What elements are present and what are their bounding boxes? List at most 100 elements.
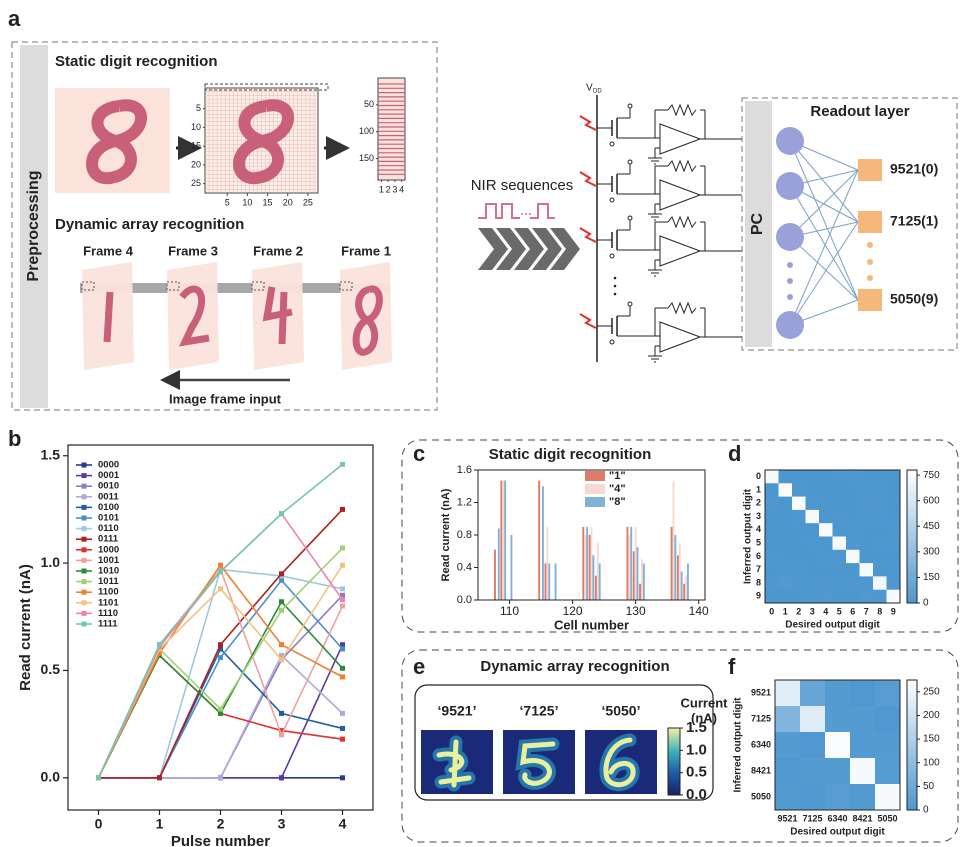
heatmap-cell xyxy=(859,536,874,551)
heatmap-cell xyxy=(846,589,860,604)
point xyxy=(340,775,345,781)
legend-marker xyxy=(81,557,87,563)
current-core xyxy=(436,739,472,788)
y-axis-label: Inferred output digit xyxy=(743,488,754,584)
terminal xyxy=(609,197,615,203)
plot-frame xyxy=(774,679,901,811)
point xyxy=(340,665,345,671)
heatmap-cell xyxy=(846,576,860,590)
heatmap-cell xyxy=(765,549,779,564)
panel-letter: e xyxy=(413,654,425,679)
connection xyxy=(789,169,859,326)
connection xyxy=(789,221,859,326)
point xyxy=(340,736,345,742)
x-tick-label: 2 xyxy=(217,816,225,832)
heatmap-cell xyxy=(792,483,806,497)
heatmap-cell xyxy=(805,523,820,537)
bar xyxy=(632,551,635,600)
heatmap-cell xyxy=(819,549,833,564)
legend-swatch xyxy=(585,471,605,481)
point xyxy=(340,597,345,603)
colorbar-tick-label: 250 xyxy=(923,686,940,697)
dot xyxy=(529,213,531,215)
heatmap-cell xyxy=(819,523,833,537)
heatmap-cell xyxy=(792,496,806,511)
heatmap-cell xyxy=(778,563,793,577)
light-bolt xyxy=(579,171,597,187)
heatmap-cell xyxy=(832,563,847,577)
bar xyxy=(586,526,589,600)
heatmap-cell xyxy=(792,523,806,537)
vdd-sub: DD xyxy=(593,89,602,95)
pulse-train xyxy=(478,203,555,219)
output-node xyxy=(858,211,882,233)
x-tick-label: 6340 xyxy=(827,813,847,823)
heatmap-cell xyxy=(819,536,833,551)
point xyxy=(279,607,284,613)
y-tick-label: 9 xyxy=(756,591,761,601)
heatmap-cell xyxy=(800,732,826,759)
heatmap-cell xyxy=(765,536,779,551)
dashed-box xyxy=(401,439,959,633)
series-line xyxy=(97,563,343,779)
heatmap-cell xyxy=(775,680,801,707)
colorbar-tick-label: 1.5 xyxy=(686,719,707,736)
legend-label: 0011 xyxy=(98,491,119,502)
point xyxy=(218,775,223,781)
y-tick-label: 8421 xyxy=(751,765,771,775)
x-tick-label: 20 xyxy=(283,197,293,207)
heatmap-cell xyxy=(873,576,887,590)
heatmap-cell xyxy=(846,549,860,564)
point xyxy=(340,646,345,652)
heatmap-cell xyxy=(832,496,847,511)
heatmap-cell xyxy=(825,706,851,733)
legend-label: 1101 xyxy=(98,597,119,608)
dot xyxy=(787,278,793,284)
legend-label: 0100 xyxy=(98,502,119,513)
frame-label: Frame 3 xyxy=(168,243,218,258)
heatmap-cell xyxy=(805,589,820,604)
y-axis-label: Inferred output digit xyxy=(733,697,744,793)
legend-marker xyxy=(81,589,87,595)
bar xyxy=(598,563,601,600)
chevron xyxy=(514,228,544,270)
heatmap-cell xyxy=(805,496,820,511)
heatmap-cell xyxy=(825,758,851,785)
heatmap-cell xyxy=(805,509,820,524)
heatmap-cell xyxy=(873,549,887,564)
heatmap-cell xyxy=(846,496,860,511)
series-line xyxy=(97,567,344,779)
digit-shape xyxy=(103,291,114,343)
heatmap-cell xyxy=(859,509,874,524)
vdd: V xyxy=(586,83,593,94)
chevron xyxy=(532,228,562,270)
heatmap-cell xyxy=(778,509,793,524)
legend-swatch xyxy=(585,497,605,507)
heatmap-cell xyxy=(832,549,847,564)
bar xyxy=(584,535,587,600)
grid-top-dashes xyxy=(204,83,329,91)
colorbar-tick-label: 450 xyxy=(923,521,940,532)
point xyxy=(218,586,223,592)
y-tick-label: 50 xyxy=(364,99,374,109)
point xyxy=(218,710,223,716)
y-tick-label: 1 xyxy=(756,484,761,494)
bar xyxy=(685,575,688,600)
digit-shape xyxy=(233,99,295,185)
heatmap-cell xyxy=(832,536,847,551)
colorbar-label: Current xyxy=(681,695,729,710)
x-axis-label: Desired output digit xyxy=(785,620,880,631)
legend-label: 1111 xyxy=(98,619,118,630)
x-tick-label: 9521 xyxy=(777,813,797,823)
heatmap-cell xyxy=(832,509,847,524)
heatmap-cell xyxy=(775,784,801,811)
legend-label: 1011 xyxy=(98,576,119,587)
dashed-box xyxy=(401,649,959,843)
opamp xyxy=(659,321,702,353)
x-tick-label: 5 xyxy=(837,606,842,616)
heatmap-cell xyxy=(875,706,901,733)
x-tick-label: 3 xyxy=(810,606,815,616)
colorbar-tick-label: 750 xyxy=(923,470,940,481)
heatmap-cell xyxy=(778,549,793,564)
plot-frame xyxy=(764,469,901,604)
